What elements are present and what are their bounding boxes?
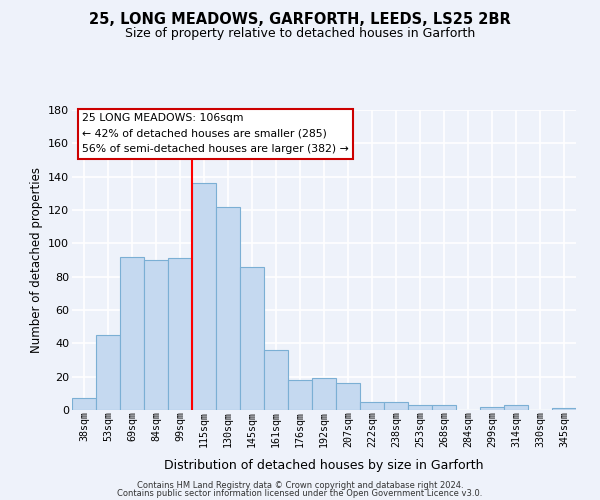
Bar	[240, 266, 264, 410]
Bar	[480, 406, 504, 410]
Bar	[360, 402, 384, 410]
Bar	[432, 405, 456, 410]
Bar	[408, 405, 432, 410]
Text: 25 LONG MEADOWS: 106sqm
← 42% of detached houses are smaller (285)
56% of semi-d: 25 LONG MEADOWS: 106sqm ← 42% of detache…	[82, 113, 349, 154]
Bar	[144, 260, 168, 410]
Text: Contains HM Land Registry data © Crown copyright and database right 2024.: Contains HM Land Registry data © Crown c…	[137, 481, 463, 490]
Bar	[72, 398, 96, 410]
Bar	[96, 335, 120, 410]
Bar	[120, 256, 144, 410]
Bar	[216, 206, 240, 410]
Bar	[192, 184, 216, 410]
Bar	[168, 258, 192, 410]
Text: Size of property relative to detached houses in Garforth: Size of property relative to detached ho…	[125, 28, 475, 40]
Bar	[336, 384, 360, 410]
Bar	[552, 408, 576, 410]
Y-axis label: Number of detached properties: Number of detached properties	[29, 167, 43, 353]
Bar	[264, 350, 288, 410]
Text: Contains public sector information licensed under the Open Government Licence v3: Contains public sector information licen…	[118, 489, 482, 498]
Bar	[312, 378, 336, 410]
Text: Distribution of detached houses by size in Garforth: Distribution of detached houses by size …	[164, 460, 484, 472]
Bar	[288, 380, 312, 410]
Text: 25, LONG MEADOWS, GARFORTH, LEEDS, LS25 2BR: 25, LONG MEADOWS, GARFORTH, LEEDS, LS25 …	[89, 12, 511, 28]
Bar	[384, 402, 408, 410]
Bar	[504, 405, 528, 410]
